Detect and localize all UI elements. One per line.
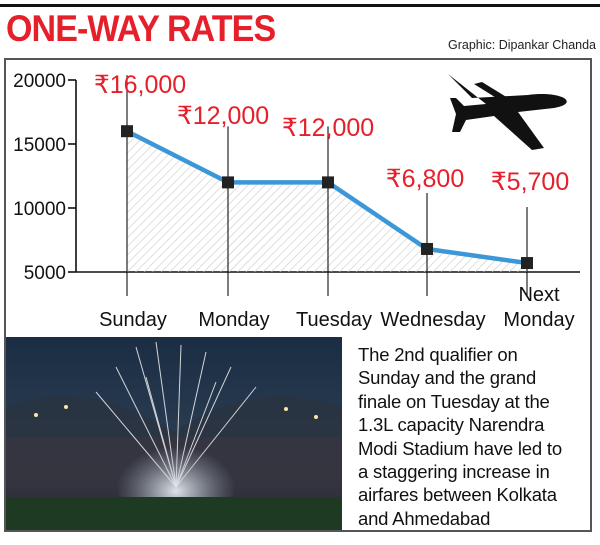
data-label: ₹12,000 bbox=[177, 102, 269, 130]
caption-line: The 2nd qualifier on bbox=[358, 344, 518, 365]
graphic-credit: Graphic: Dipankar Chanda bbox=[448, 38, 596, 52]
stadium-fireworks-photo bbox=[6, 337, 342, 530]
caption-text: The 2nd qualifier on Sunday and the gran… bbox=[358, 343, 594, 530]
data-point bbox=[521, 257, 533, 270]
fare-line-chart: 20000 15000 10000 5000 ₹16,000 ₹12,000 ₹12,00… bbox=[13, 71, 580, 331]
caption-line: 1.3L capacity Narendra bbox=[358, 414, 545, 436]
airplane-icon bbox=[448, 74, 567, 150]
caption-line: airfares between Kolkata bbox=[358, 484, 557, 506]
data-point bbox=[222, 176, 234, 189]
data-point bbox=[421, 242, 433, 255]
caption-line: Sunday and the grand bbox=[358, 367, 537, 389]
x-tick-label: Sunday bbox=[99, 309, 167, 331]
caption-line: a staggering increase in bbox=[358, 461, 550, 483]
data-label: ₹12,000 bbox=[282, 114, 374, 142]
y-tick-label: 5000 bbox=[24, 263, 66, 284]
page-title: ONE-WAY RATES bbox=[6, 8, 276, 49]
caption-line: Modi Stadium have led to bbox=[358, 437, 562, 459]
area-fill bbox=[127, 131, 527, 272]
x-tick-label: Tuesday bbox=[296, 309, 372, 331]
data-point bbox=[322, 176, 334, 189]
infographic-frame bbox=[4, 58, 592, 532]
data-label: ₹6,800 bbox=[386, 165, 464, 193]
caption-line: finale on Tuesday at the bbox=[358, 390, 550, 412]
x-tick-label: Wednesday bbox=[380, 309, 485, 331]
data-point bbox=[121, 125, 133, 138]
x-tick-label: Monday bbox=[198, 309, 269, 331]
y-tick-label: 10000 bbox=[13, 199, 66, 220]
data-label: ₹5,700 bbox=[491, 168, 569, 196]
y-tick-label: 20000 bbox=[13, 71, 66, 92]
y-tick-label: 15000 bbox=[13, 135, 66, 156]
x-tick-label: Next Monday bbox=[503, 284, 574, 331]
data-label: ₹16,000 bbox=[94, 71, 186, 99]
top-rule bbox=[0, 4, 600, 7]
caption-line: and Ahmedabad bbox=[358, 507, 491, 529]
